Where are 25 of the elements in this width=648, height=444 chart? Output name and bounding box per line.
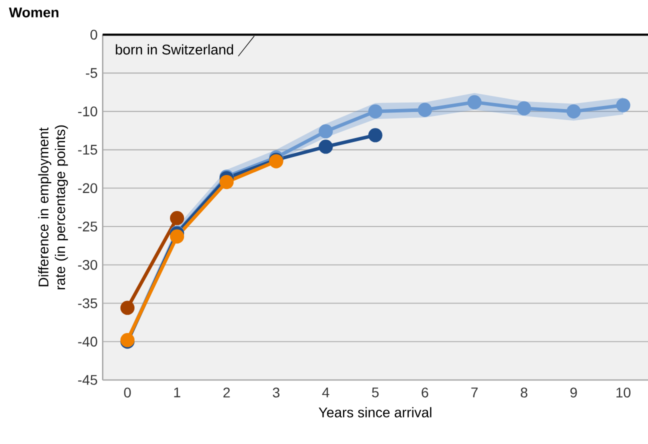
y-tick-label: -5: [86, 68, 98, 78]
y-axis-title: Difference in employment rate (in percentage points): [38, 125, 68, 290]
x-axis-title: Years since arrival: [318, 407, 432, 418]
y-tick-label: -10: [78, 106, 98, 116]
x-tick-label: 8: [520, 388, 528, 398]
x-tick-label: 5: [372, 388, 379, 398]
x-tick-label: 6: [422, 388, 428, 398]
y-tick-label: -15: [78, 144, 98, 155]
y-tick-label: -35: [78, 298, 98, 308]
x-tick-label: 4: [322, 388, 330, 398]
x-tick-label: 10: [616, 388, 630, 398]
y-tick-label: -30: [78, 260, 98, 270]
x-tick-label: 3: [272, 388, 280, 398]
x-tick-label: 1: [174, 388, 180, 398]
x-tick-label: 9: [570, 388, 577, 398]
y-tick-label: 0: [90, 30, 98, 40]
y-tick-label: -20: [78, 183, 98, 194]
chart-title: Women: [8, 8, 58, 18]
legend-label: born in Switzerland: [116, 44, 234, 55]
x-tick-label: 7: [471, 388, 478, 398]
x-tick-label: 2: [223, 388, 230, 398]
x-tick-label: 0: [124, 388, 131, 398]
y-tick-label: -40: [78, 336, 98, 347]
y-tick-label: -45: [78, 375, 98, 385]
y-tick-label: -25: [78, 222, 98, 232]
